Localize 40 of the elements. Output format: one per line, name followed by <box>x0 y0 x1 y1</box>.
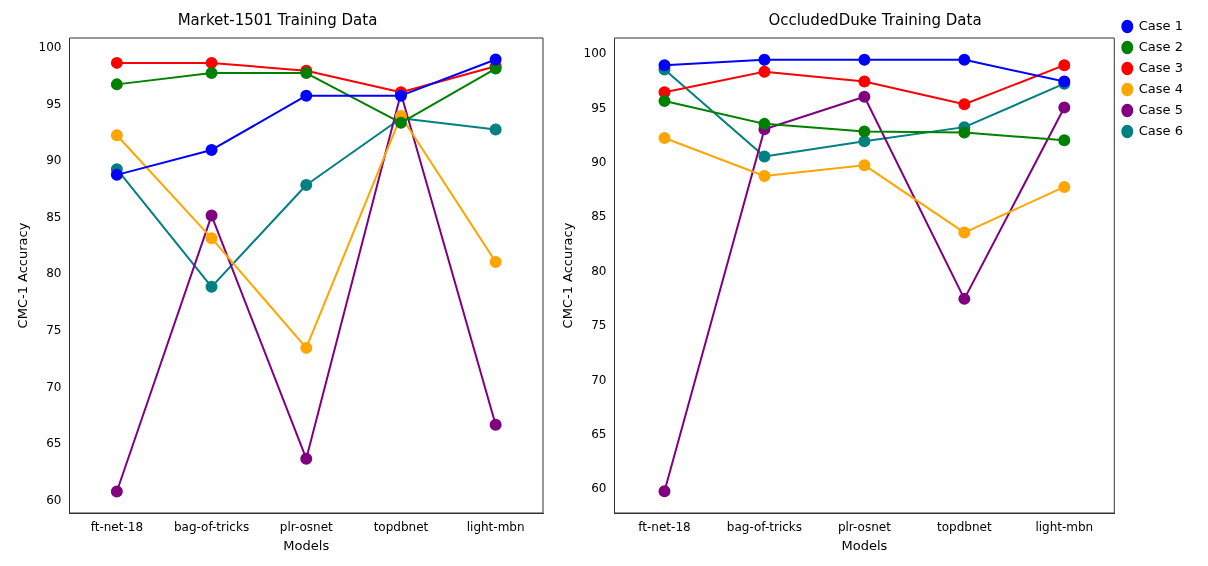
y-tick-label: 65 <box>46 436 62 451</box>
x-tick-label: topdbnet <box>373 520 429 535</box>
y-tick-label: 100 <box>38 40 62 55</box>
x-tick-label: plr-osnet <box>837 520 892 535</box>
y-tick-label: 70 <box>591 372 607 387</box>
y-tick-label: 95 <box>591 100 607 115</box>
y-tick-label: 70 <box>46 379 62 394</box>
legend-label: Case 2 <box>1138 38 1183 54</box>
x-tick-label: ft-net-18 <box>638 520 691 535</box>
x-tick-label: light-mbn <box>466 520 525 535</box>
legend-label: Case 6 <box>1138 122 1183 138</box>
y-axis-title: CMC-1 Accuracy <box>560 222 576 329</box>
legend-label: Case 1 <box>1138 17 1183 33</box>
y-tick-label: 75 <box>46 323 62 338</box>
y-tick-label: 90 <box>591 155 607 170</box>
y-tick-label: 100 <box>583 46 607 61</box>
x-tick-label: plr-osnet <box>279 520 334 535</box>
y-tick-label: 75 <box>591 318 607 333</box>
x-axis-title: Models <box>841 537 888 553</box>
y-tick-label: 85 <box>591 209 607 224</box>
x-tick-label: bag-of-tricks <box>173 520 250 535</box>
y-tick-label: 60 <box>591 481 607 496</box>
y-tick-label: 80 <box>591 263 607 278</box>
y-tick-label: 90 <box>46 153 62 168</box>
x-tick-label: ft-net-18 <box>90 520 144 535</box>
y-tick-label: 80 <box>46 266 62 281</box>
y-tick-label: 95 <box>46 96 62 111</box>
legend-label: Case 3 <box>1138 59 1183 75</box>
x-axis-title: Models <box>283 537 330 553</box>
x-tick-label: bag-of-tricks <box>726 520 803 535</box>
legend-label: Case 4 <box>1138 80 1183 96</box>
chart-title: Market-1501 Training Data <box>177 10 378 29</box>
y-axis-title: CMC-1 Accuracy <box>15 222 31 329</box>
legend-label: Case 5 <box>1138 101 1183 117</box>
y-tick-label: 65 <box>591 426 607 441</box>
y-tick-label: 60 <box>46 492 62 507</box>
chart-title: OccludedDuke Training Data <box>768 10 982 29</box>
x-tick-label: topdbnet <box>937 520 992 535</box>
y-tick-label: 85 <box>46 209 62 224</box>
x-tick-label: light-mbn <box>1035 520 1094 535</box>
